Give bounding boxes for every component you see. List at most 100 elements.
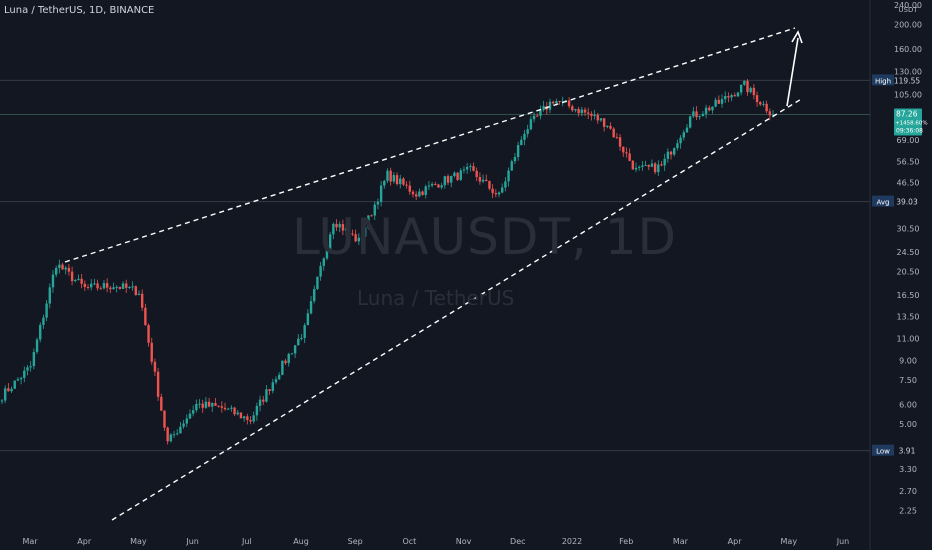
candle-body xyxy=(109,287,112,290)
candle-body xyxy=(274,379,278,383)
candle-body xyxy=(685,127,689,133)
watermark-symbol: LUNAUSDT, 1D xyxy=(292,208,678,266)
y-tick-label: 6.00 xyxy=(899,400,917,409)
candle-body xyxy=(96,283,99,289)
y-tick-label: 11.00 xyxy=(897,335,920,344)
candle-body xyxy=(453,172,456,176)
candle-body xyxy=(548,101,552,110)
candle-body xyxy=(26,367,29,371)
candle-body xyxy=(363,227,367,237)
candle-body xyxy=(166,427,169,442)
candle-body xyxy=(277,374,281,380)
candle-body xyxy=(577,109,580,114)
y-tick-label: 9.00 xyxy=(899,356,917,365)
candle-body xyxy=(539,109,542,116)
y-tick-label: 130.00 xyxy=(894,67,922,76)
candle-body xyxy=(293,345,297,354)
candle-body xyxy=(290,353,294,355)
candle-body xyxy=(628,153,631,161)
candle-body xyxy=(730,95,733,98)
candle-body xyxy=(325,248,329,259)
candle-body xyxy=(281,360,284,375)
y-tick-label: 46.50 xyxy=(897,179,920,188)
candle-body xyxy=(169,434,173,442)
candle-body xyxy=(93,283,96,285)
candle-body xyxy=(45,303,48,318)
candle-body xyxy=(39,324,42,340)
x-tick-label: Jul xyxy=(241,537,252,546)
candle-body xyxy=(195,403,198,411)
candle-body xyxy=(587,112,590,114)
y-tick-label: 200.00 xyxy=(894,21,922,30)
candle-body xyxy=(430,183,434,186)
candle-body xyxy=(258,399,262,406)
x-tick-label: May xyxy=(130,537,147,546)
candle-body xyxy=(596,115,599,121)
candle-body xyxy=(131,286,134,288)
candle-body xyxy=(118,286,122,289)
candle-body xyxy=(348,228,351,234)
candle-body xyxy=(405,184,408,186)
candle-body xyxy=(673,148,676,155)
candle-body xyxy=(121,283,125,289)
candle-body xyxy=(593,115,596,117)
candle-body xyxy=(411,191,415,195)
candle-body xyxy=(657,164,660,173)
candle-body xyxy=(609,125,612,129)
candle-body xyxy=(239,412,243,419)
candle-body xyxy=(3,388,7,401)
candle-body xyxy=(344,228,348,231)
candle-body xyxy=(532,115,536,120)
candle-body xyxy=(625,152,628,154)
candle-body xyxy=(440,185,443,188)
candle-body xyxy=(571,106,574,111)
currency-label: USDT xyxy=(898,6,918,14)
y-tick-label: 160.00 xyxy=(894,45,922,54)
candle-body xyxy=(399,178,402,185)
candle-body xyxy=(516,145,520,158)
candle-body xyxy=(402,178,405,185)
candle-body xyxy=(172,434,176,436)
candle-body xyxy=(153,361,157,372)
candle-body xyxy=(51,274,55,288)
x-tick-label: Aug xyxy=(293,537,309,546)
x-tick-label: Mar xyxy=(22,537,38,546)
low-value-box xyxy=(895,444,920,456)
candle-body xyxy=(427,185,431,187)
x-tick-labels: Mar Apr May Jun Jul Aug Sep Oct Nov Dec 2022 Feb Mar… xyxy=(22,537,849,546)
y-tick-label: 105.00 xyxy=(894,90,922,99)
candle-body xyxy=(708,107,711,111)
candle-body xyxy=(83,283,87,288)
candle-body xyxy=(472,166,475,171)
candle-body xyxy=(727,95,730,98)
candle-body xyxy=(739,84,743,93)
candle-body xyxy=(137,293,141,296)
x-tick-label: Jun xyxy=(836,537,850,546)
current-price-change: +1458.60% xyxy=(895,120,928,126)
candle-body xyxy=(242,416,246,419)
candle-body xyxy=(306,313,310,326)
candle-body xyxy=(759,102,762,105)
candle-body xyxy=(10,388,13,392)
candle-body xyxy=(513,157,517,162)
candle-body xyxy=(536,115,539,117)
candle-body xyxy=(357,237,361,242)
candle-body xyxy=(179,426,182,434)
candle-body xyxy=(322,258,325,266)
y-tick-labels: 240.00 200.00 160.00 130.00 105.00 69.00 56.50… xyxy=(894,1,922,516)
candle-body xyxy=(54,267,58,275)
candle-body xyxy=(580,109,584,114)
candle-body xyxy=(395,175,399,185)
x-tick-label: Jun xyxy=(185,537,199,546)
high-value-box xyxy=(895,74,920,86)
candle-body xyxy=(450,175,453,183)
candle-body xyxy=(246,416,249,420)
x-tick-label: Nov xyxy=(456,537,472,546)
candle-body xyxy=(526,129,529,134)
candle-body xyxy=(112,287,115,290)
low-tag xyxy=(872,444,894,456)
candle-body xyxy=(351,233,354,235)
candle-body xyxy=(48,287,51,304)
